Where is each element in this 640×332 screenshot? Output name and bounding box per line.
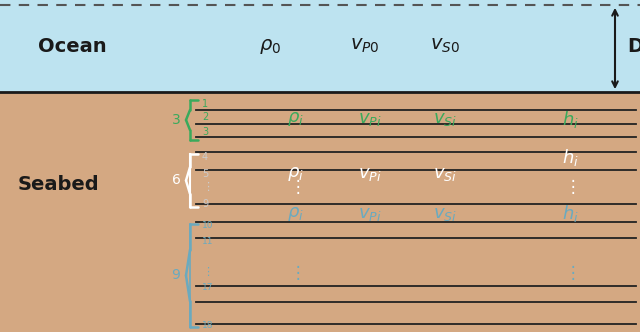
Text: $h_i$: $h_i$: [561, 204, 579, 224]
Text: $h_i$: $h_i$: [561, 109, 579, 129]
Text: Seabed: Seabed: [18, 175, 100, 194]
Text: $\rho_i$: $\rho_i$: [287, 110, 303, 128]
Text: 10: 10: [202, 221, 214, 230]
Text: $v_{S0}$: $v_{S0}$: [430, 37, 460, 55]
Text: $\rho_0$: $\rho_0$: [259, 37, 281, 55]
Text: $v_{Si}$: $v_{Si}$: [433, 110, 457, 128]
Text: $\vdots$: $\vdots$: [564, 263, 575, 282]
Text: $h_i$: $h_i$: [561, 146, 579, 168]
Text: 3: 3: [202, 127, 208, 137]
Text: 18: 18: [202, 321, 214, 330]
Text: $v_{Si}$: $v_{Si}$: [433, 165, 457, 183]
Text: 6: 6: [172, 173, 180, 187]
Text: 3: 3: [172, 113, 180, 127]
Text: $v_{Si}$: $v_{Si}$: [433, 205, 457, 223]
Text: $\vdots$: $\vdots$: [289, 263, 301, 282]
Text: $\rho_i$: $\rho_i$: [287, 205, 303, 223]
Text: $v_{Pi}$: $v_{Pi}$: [358, 205, 382, 223]
Text: Ocean: Ocean: [38, 37, 107, 55]
Text: 1: 1: [202, 99, 208, 109]
Text: ⋮: ⋮: [202, 182, 213, 192]
Text: 11: 11: [202, 237, 214, 246]
Text: 4: 4: [202, 152, 208, 162]
Text: 5: 5: [202, 169, 208, 179]
Text: $v_{P0}$: $v_{P0}$: [350, 37, 380, 55]
Text: 9: 9: [202, 199, 208, 209]
Text: $\vdots$: $\vdots$: [289, 178, 301, 197]
Text: $\vdots$: $\vdots$: [564, 178, 575, 197]
Text: $\rho_i$: $\rho_i$: [287, 165, 303, 183]
Text: $v_{Pi}$: $v_{Pi}$: [358, 110, 382, 128]
Text: ⋮: ⋮: [202, 267, 213, 277]
Text: D: D: [627, 37, 640, 55]
Text: 9: 9: [172, 268, 180, 282]
Text: 2: 2: [202, 112, 208, 122]
Text: $v_{Pi}$: $v_{Pi}$: [358, 165, 382, 183]
Bar: [0, 0, 640, 92]
Text: 17: 17: [202, 284, 214, 292]
